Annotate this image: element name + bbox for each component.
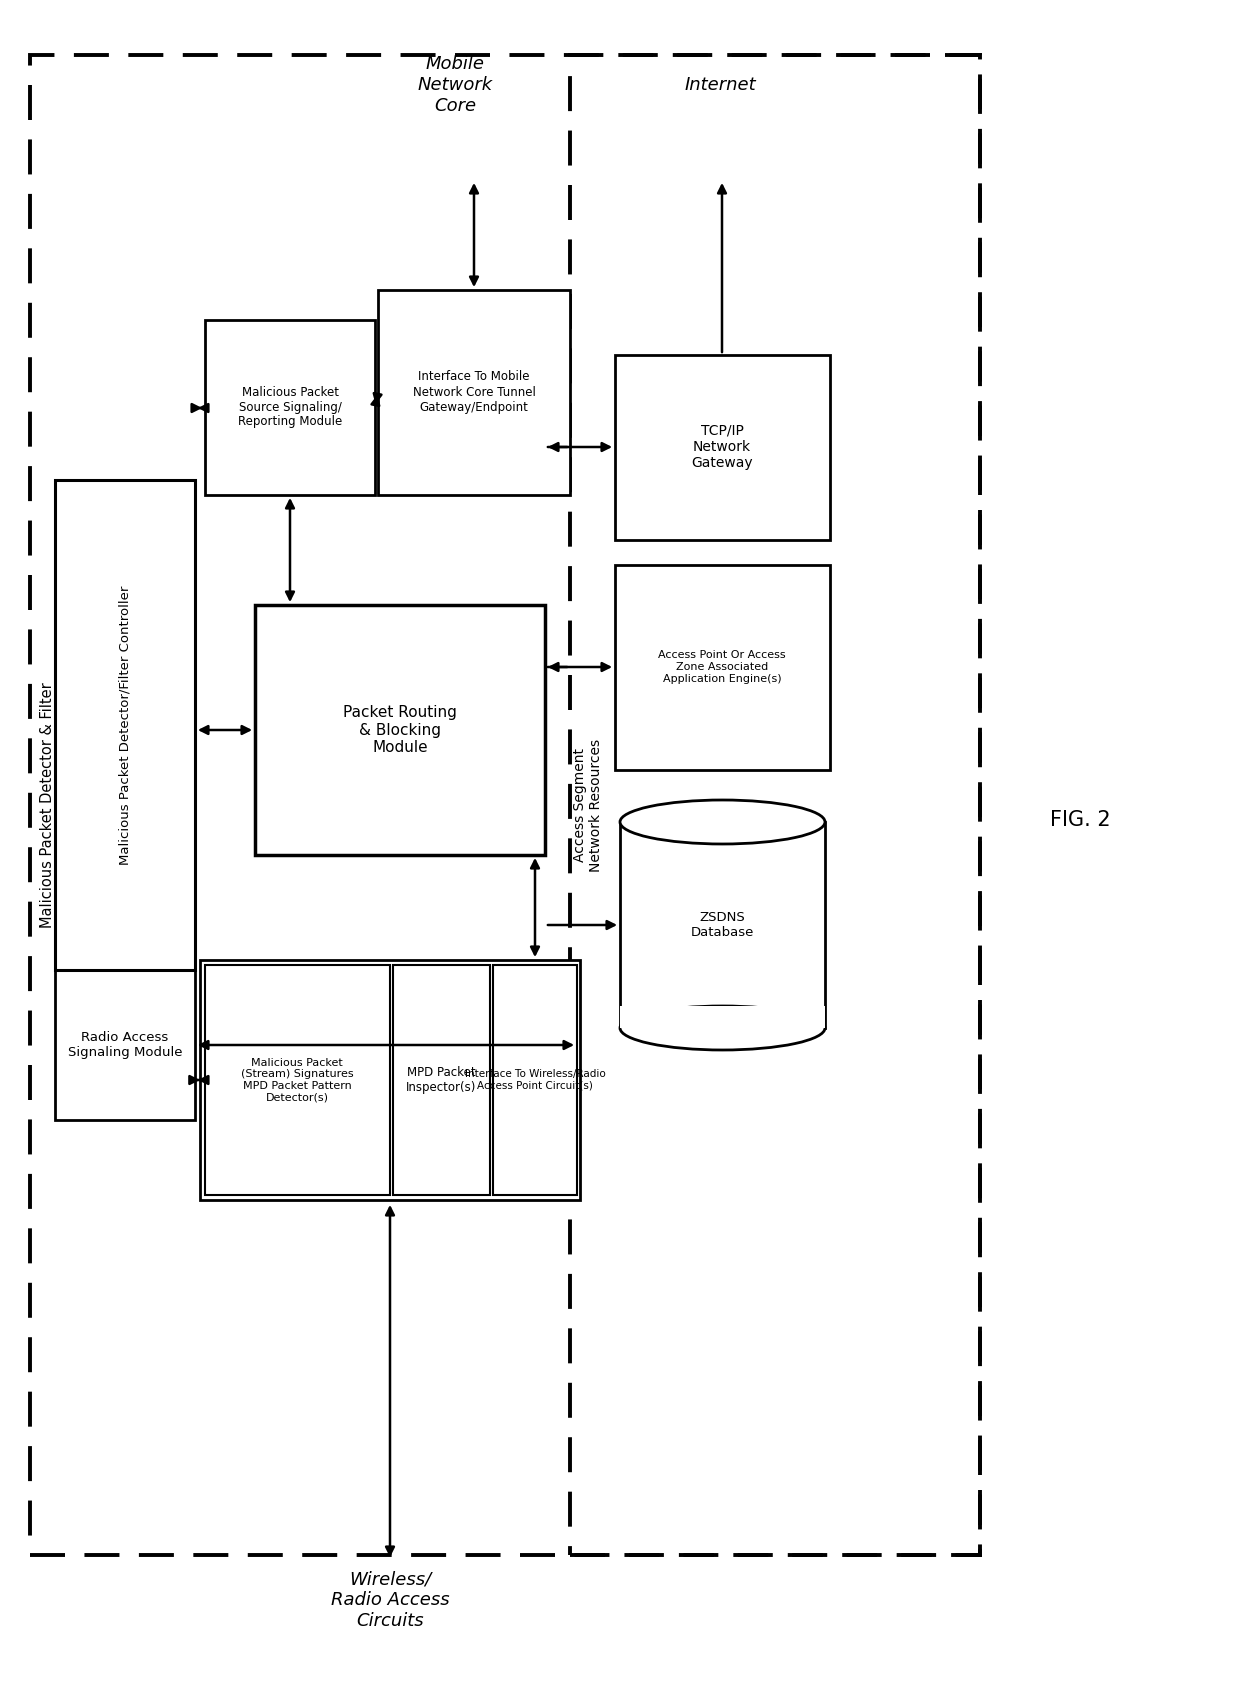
Bar — [620, 822, 825, 1027]
Bar — [570, 54, 980, 1555]
Bar — [615, 356, 830, 539]
Ellipse shape — [620, 799, 825, 844]
Text: Access Segment
Network Resources: Access Segment Network Resources — [573, 738, 603, 871]
Bar — [200, 959, 580, 1199]
Text: Wireless/
Radio Access
Circuits: Wireless/ Radio Access Circuits — [331, 1570, 449, 1630]
Bar — [255, 606, 546, 856]
Text: FIG. 2: FIG. 2 — [1050, 810, 1110, 830]
Bar — [55, 480, 195, 970]
Text: Internet: Internet — [684, 77, 756, 94]
Bar — [615, 565, 830, 771]
Text: Interface To Mobile
Network Core Tunnel
Gateway/Endpoint: Interface To Mobile Network Core Tunnel … — [413, 371, 536, 413]
Bar — [378, 289, 570, 495]
Text: TCP/IP
Network
Gateway: TCP/IP Network Gateway — [691, 424, 753, 469]
Bar — [205, 320, 374, 495]
Text: Packet Routing
& Blocking
Module: Packet Routing & Blocking Module — [343, 706, 456, 755]
Bar — [494, 964, 577, 1196]
Bar — [393, 964, 490, 1196]
Text: ZSDNS
Database: ZSDNS Database — [691, 912, 754, 939]
Text: Radio Access
Signaling Module: Radio Access Signaling Module — [68, 1031, 182, 1060]
Text: MPD Packet
Inspector(s): MPD Packet Inspector(s) — [405, 1067, 476, 1094]
Text: Malicious Packet Detector & Filter: Malicious Packet Detector & Filter — [41, 682, 56, 927]
Bar — [205, 964, 391, 1196]
Bar — [620, 1005, 825, 1027]
Text: Access Point Or Access
Zone Associated
Application Engine(s): Access Point Or Access Zone Associated A… — [658, 650, 786, 684]
Ellipse shape — [620, 1005, 825, 1050]
Text: Mobile
Network
Core: Mobile Network Core — [418, 54, 492, 114]
Text: Malicious Packet
(Stream) Signatures
MPD Packet Pattern
Detector(s): Malicious Packet (Stream) Signatures MPD… — [241, 1058, 353, 1102]
Text: Malicious Packet Detector/Filter Controller: Malicious Packet Detector/Filter Control… — [119, 585, 131, 864]
Text: Interface To Wireless/Radio
Access Point Circuit(s): Interface To Wireless/Radio Access Point… — [465, 1070, 605, 1090]
Text: Malicious Packet
Source Signaling/
Reporting Module: Malicious Packet Source Signaling/ Repor… — [238, 386, 342, 429]
Bar — [30, 54, 980, 1555]
Bar — [55, 970, 195, 1119]
